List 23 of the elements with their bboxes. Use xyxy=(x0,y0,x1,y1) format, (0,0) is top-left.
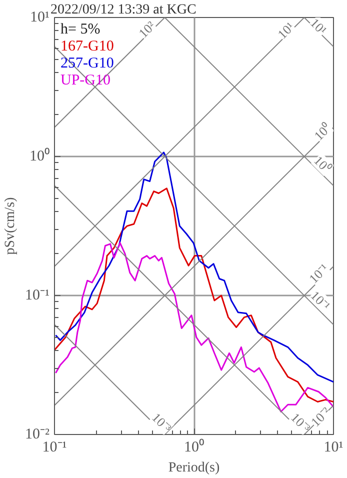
annotation: 10¹ xyxy=(274,19,298,42)
y-tick-label: 10⁰ xyxy=(30,148,50,164)
annotation: 10⁻³ xyxy=(149,410,174,436)
annotation: 10⁻¹ xyxy=(308,288,334,314)
chart-title: 2022/09/12 13:39 at KGC xyxy=(50,2,196,18)
annotation: 10⁰ xyxy=(310,120,334,144)
annotation: 10¹ xyxy=(307,15,330,38)
annotation: 10² xyxy=(136,18,158,41)
annotation: h= 5% xyxy=(60,22,100,38)
x-tick-label: 10⁰ xyxy=(184,438,204,456)
text: UP-G10 xyxy=(60,72,111,88)
annotation: 10⁰ xyxy=(310,152,334,176)
annotation: 10⁻¹ xyxy=(306,260,332,286)
y-tick-label: 10⁻² xyxy=(25,426,50,442)
x-tick-label: 10⁻¹ xyxy=(42,440,67,456)
y-tick-label: 10¹ xyxy=(30,10,50,26)
y-axis-title: pSv(cm/s) xyxy=(3,196,18,255)
x-axis-title: Period(s) xyxy=(168,460,220,476)
annotation: 10⁻³ xyxy=(288,410,314,436)
x-tick-label: 10¹ xyxy=(324,440,344,456)
text: 257-G10 xyxy=(60,56,114,72)
text: 167-G10 xyxy=(60,38,114,54)
y-tick-label: 10⁻¹ xyxy=(25,288,50,304)
